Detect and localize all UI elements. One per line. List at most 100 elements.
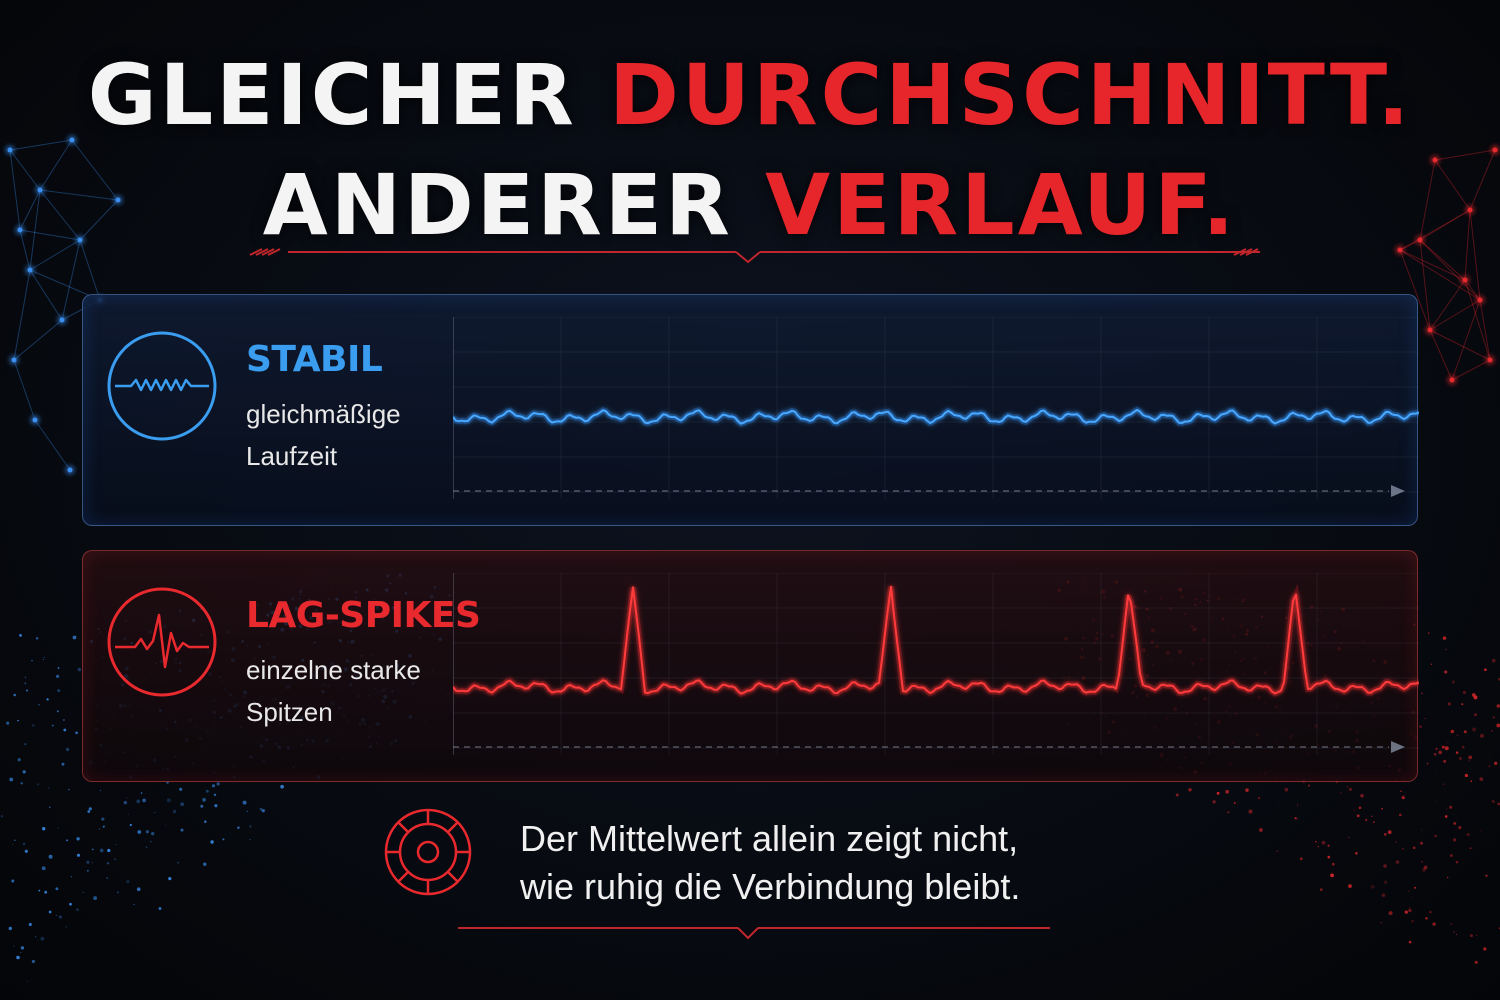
network-node xyxy=(1487,357,1493,363)
particle xyxy=(1175,793,1179,797)
latency-series-line xyxy=(453,585,1419,695)
particle xyxy=(0,815,3,818)
particle xyxy=(57,667,60,669)
particle xyxy=(1425,917,1428,920)
particle xyxy=(1472,727,1477,732)
particle xyxy=(1464,773,1469,778)
particle xyxy=(115,843,117,846)
particle xyxy=(1317,846,1319,848)
particle xyxy=(51,724,54,727)
particle xyxy=(106,877,109,880)
particle xyxy=(211,784,216,788)
particle xyxy=(1435,772,1437,774)
particle xyxy=(151,832,155,836)
particle xyxy=(34,936,37,938)
particle xyxy=(22,770,26,774)
network-node xyxy=(67,467,73,473)
particle xyxy=(28,922,32,927)
network-link xyxy=(1399,249,1431,331)
particle xyxy=(1485,874,1488,877)
particle xyxy=(136,887,141,892)
particle xyxy=(1483,947,1487,951)
particle xyxy=(1469,847,1472,850)
particle xyxy=(11,879,15,883)
particle xyxy=(200,804,204,808)
particle xyxy=(137,830,142,834)
particle xyxy=(24,676,27,679)
network-link xyxy=(9,149,41,191)
network-link xyxy=(1419,239,1431,331)
particle xyxy=(1370,885,1375,889)
particle xyxy=(31,724,35,727)
particle xyxy=(70,876,72,878)
particle xyxy=(1248,809,1253,814)
network-node xyxy=(1427,327,1433,333)
particle xyxy=(1245,788,1249,792)
network-node xyxy=(1462,277,1468,283)
chart-time-axis-arrow xyxy=(1391,485,1405,497)
particle xyxy=(57,689,61,693)
particle xyxy=(16,955,20,960)
particle xyxy=(1491,658,1496,663)
particle xyxy=(216,782,220,786)
headline-line-1: GLEICHER DURCHSCHNITT. xyxy=(0,50,1500,140)
particle xyxy=(237,826,240,829)
particle xyxy=(1455,751,1459,754)
network-node xyxy=(59,317,65,323)
particle xyxy=(1383,833,1387,836)
particle xyxy=(55,674,60,679)
particle xyxy=(88,807,92,811)
particle xyxy=(1402,847,1404,850)
particle xyxy=(154,812,156,814)
network-link xyxy=(34,419,71,471)
particle xyxy=(1487,754,1489,756)
particle xyxy=(31,659,33,662)
particle xyxy=(1461,703,1464,706)
particle xyxy=(149,840,152,843)
particle xyxy=(249,838,251,840)
particle xyxy=(1468,760,1470,762)
particle xyxy=(1408,906,1410,908)
particle xyxy=(1356,814,1360,818)
particle xyxy=(56,710,59,713)
particle xyxy=(1494,761,1498,765)
network-link xyxy=(13,269,31,361)
particle xyxy=(20,952,22,954)
particle xyxy=(107,848,111,853)
particle xyxy=(1444,815,1448,818)
network-link xyxy=(1429,329,1453,381)
network-link xyxy=(29,189,41,271)
particle xyxy=(249,825,252,828)
particle xyxy=(1388,911,1393,916)
particle xyxy=(1400,790,1402,793)
network-link xyxy=(1419,209,1471,241)
particle xyxy=(42,658,44,660)
particle xyxy=(82,892,84,894)
particle xyxy=(1457,734,1459,736)
particle xyxy=(1381,808,1383,810)
network-node xyxy=(1467,207,1473,213)
network-link xyxy=(79,199,119,241)
particle xyxy=(1484,668,1487,672)
particle xyxy=(1435,747,1438,751)
particle xyxy=(55,914,58,917)
particle xyxy=(17,719,19,722)
particle xyxy=(1257,796,1261,800)
network-node xyxy=(1397,247,1403,253)
particle xyxy=(202,798,206,802)
particle xyxy=(1438,750,1443,755)
network-link xyxy=(9,149,21,231)
particle xyxy=(1327,844,1330,847)
network-node xyxy=(11,357,17,363)
particle xyxy=(26,980,28,983)
particle xyxy=(1225,789,1230,794)
stable-description: gleichmäßige Laufzeit xyxy=(246,393,466,477)
particle xyxy=(1395,860,1400,864)
particle xyxy=(1296,818,1298,820)
particle xyxy=(1355,851,1358,855)
particle xyxy=(1420,829,1423,831)
particle xyxy=(204,820,207,823)
particle xyxy=(9,777,14,782)
particle xyxy=(1445,648,1447,651)
spikes-panel: LAG-SPIKES einzelne starke Spitzen xyxy=(82,550,1419,782)
